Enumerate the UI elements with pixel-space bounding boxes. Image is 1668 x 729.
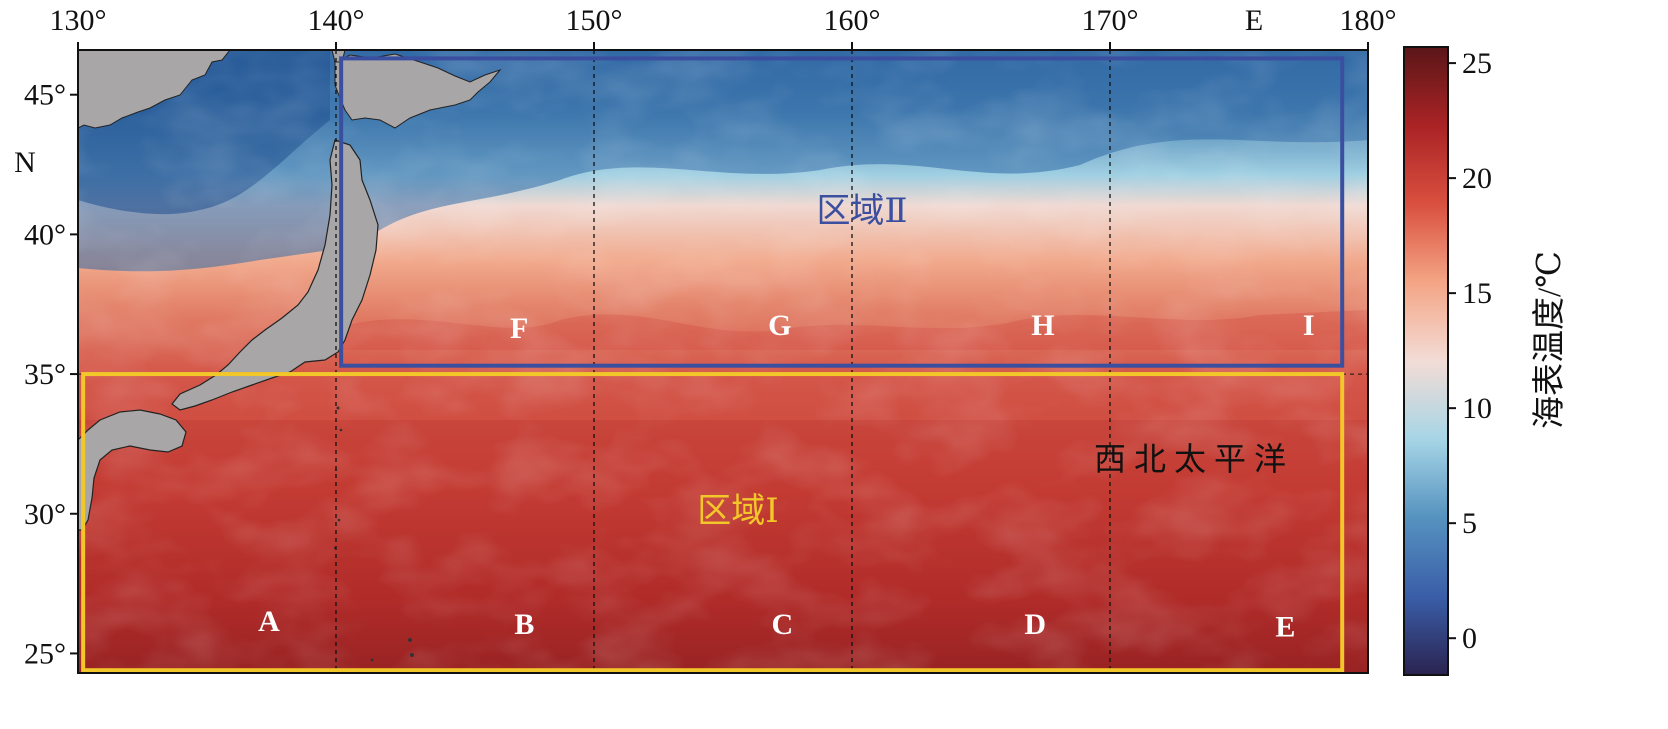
point-label-i: I (1303, 309, 1315, 342)
lon-tick-label: 140° (308, 4, 365, 37)
lat-tick-label: 45° (24, 79, 66, 112)
sea-surface (78, 50, 1368, 673)
region-boxes (81, 56, 1345, 673)
lon-tick-label: 130° (50, 4, 107, 37)
colorbar-ticks: 25 20 15 10 5 0 (1448, 47, 1492, 655)
lon-tick-label: 170° (1082, 4, 1139, 37)
point-label-a: A (258, 605, 280, 638)
colorbar-tick-label: 5 (1462, 507, 1477, 540)
point-label-e: E (1275, 611, 1295, 644)
colorbar-tick-label: 20 (1462, 162, 1492, 195)
colorbar: 25 20 15 10 5 0 海表温度/℃ (1403, 46, 1568, 676)
point-label-d: D (1024, 608, 1046, 641)
colorbar-tick-label: 0 (1462, 622, 1477, 655)
colorbar-ramp (1403, 46, 1449, 676)
point-label-c: C (772, 608, 794, 641)
map-axes: 130° 140° 150° 160° 170° 180° 45° 40° 35° 30° 25° (24, 4, 1397, 670)
lat-tick-label: 30° (24, 498, 66, 531)
lat-tick-label: 40° (24, 218, 66, 251)
point-label-f: F (510, 312, 528, 345)
lon-hemisphere-label: E (1245, 4, 1263, 37)
lat-tick-label: 25° (24, 637, 66, 670)
colorbar-tick-label: 25 (1462, 47, 1492, 80)
sea-name-label: 西 北 太 平 洋 (1094, 441, 1286, 477)
region-i-title: 区域Ⅰ (697, 492, 778, 530)
colorbar-label: 海表温度/℃ (1531, 251, 1568, 429)
point-labels: A B C D E F G H I (258, 309, 1314, 644)
honshu-land (171, 139, 379, 411)
asia-mainland-land (78, 50, 231, 129)
lon-tick-label: 180° (1340, 4, 1397, 37)
colorbar-tick-label: 10 (1462, 392, 1492, 425)
lon-tick-label: 160° (824, 4, 881, 37)
region-2-box (339, 56, 1345, 368)
point-label-g: G (768, 309, 791, 342)
point-label-h: H (1031, 309, 1054, 342)
region-1-box (81, 372, 1345, 673)
point-label-b: B (514, 608, 534, 641)
lat-tick-label: 35° (24, 358, 66, 391)
colorbar-tick-label: 15 (1462, 277, 1492, 310)
lon-tick-label: 150° (566, 4, 623, 37)
region-ii-title: 区域Ⅱ (816, 192, 907, 230)
map-frame (77, 49, 1369, 674)
hokkaido-land (334, 53, 502, 129)
lat-hemisphere-label: N (14, 146, 36, 179)
